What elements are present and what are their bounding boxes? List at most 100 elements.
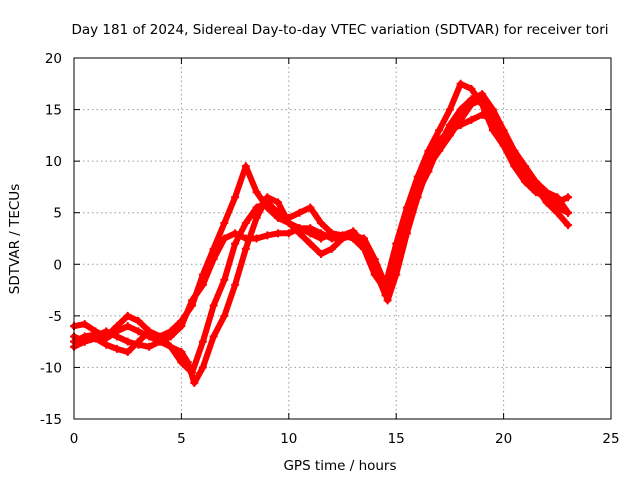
data-point: [488, 105, 497, 114]
y-tick-label: -15: [40, 412, 62, 428]
data-point: [274, 208, 283, 217]
x-tick-label: 10: [280, 431, 297, 447]
data-point: [145, 327, 154, 336]
data-point: [220, 275, 229, 284]
data-point: [177, 347, 186, 356]
data-point: [188, 296, 197, 305]
data-point: [209, 332, 218, 341]
data-point: [521, 167, 530, 176]
y-tick-label: -10: [40, 360, 62, 376]
data-point: [424, 157, 433, 166]
x-tick-label: 25: [602, 431, 619, 447]
data-point: [198, 280, 207, 289]
data-point: [488, 126, 497, 135]
data-point: [274, 229, 283, 238]
data-point: [198, 363, 207, 372]
data-point: [91, 332, 100, 341]
data-point: [478, 90, 487, 99]
data-point: [306, 203, 315, 212]
data-point: [112, 332, 121, 341]
data-point: [284, 229, 293, 238]
data-point: [564, 193, 573, 202]
data-point: [456, 79, 465, 88]
data-point: [231, 229, 240, 238]
data-point: [231, 280, 240, 289]
data-point: [123, 311, 132, 320]
data-point: [413, 182, 422, 191]
data-point: [317, 234, 326, 243]
data-point: [134, 340, 143, 349]
y-axis-label: SDTVAR / TECUs: [7, 184, 23, 294]
data-point: [274, 198, 283, 207]
data-point: [112, 322, 121, 331]
data-point: [349, 234, 358, 243]
data-point: [435, 136, 444, 145]
data-point: [252, 203, 261, 212]
data-point: [435, 126, 444, 135]
data-point: [241, 219, 250, 228]
data-point: [317, 249, 326, 258]
data-point: [531, 188, 540, 197]
data-point: [478, 110, 487, 119]
data-point: [102, 340, 111, 349]
data-point: [359, 244, 368, 253]
data-point: [542, 188, 551, 197]
data-point: [510, 162, 519, 171]
data-point: [564, 208, 573, 217]
data-point: [295, 224, 304, 233]
data-point: [467, 115, 476, 124]
y-tick-label: -5: [49, 309, 62, 325]
data-point: [531, 177, 540, 186]
data-point: [252, 234, 261, 243]
data-point: [252, 213, 261, 222]
data-point: [209, 255, 218, 264]
data-series: [70, 79, 573, 387]
axis-ticks: 0 5 10 15 20 25 -15 -10 -5 0 5 10 15 20: [40, 51, 620, 447]
data-point: [564, 221, 573, 230]
data-point: [499, 131, 508, 140]
y-tick-label: 20: [45, 51, 62, 67]
data-point: [241, 234, 250, 243]
data-point: [383, 296, 392, 305]
data-point: [467, 84, 476, 93]
data-point: [553, 193, 562, 202]
data-point: [198, 337, 207, 346]
x-tick-label: 5: [177, 431, 186, 447]
data-point: [338, 231, 347, 240]
data-point: [349, 227, 358, 236]
y-tick-label: 5: [53, 206, 62, 222]
data-point: [402, 213, 411, 222]
data-point: [317, 219, 326, 228]
data-point: [220, 234, 229, 243]
data-point: [306, 229, 315, 238]
data-point: [123, 337, 132, 346]
data-point: [220, 311, 229, 320]
data-point: [327, 229, 336, 238]
data-point: [134, 317, 143, 326]
y-tick-label: 15: [45, 103, 62, 119]
data-point: [177, 322, 186, 331]
data-point: [155, 337, 164, 346]
data-point: [456, 105, 465, 114]
data-point: [295, 208, 304, 217]
data-point: [231, 239, 240, 248]
data-point: [177, 358, 186, 367]
data-point: [252, 188, 261, 197]
x-tick-label: 0: [70, 431, 79, 447]
data-point: [134, 327, 143, 336]
data-point: [241, 162, 250, 171]
data-point: [510, 151, 519, 160]
data-point: [392, 249, 401, 258]
data-point: [241, 244, 250, 253]
data-point: [166, 342, 175, 351]
data-point: [381, 286, 390, 295]
data-point: [553, 203, 562, 212]
data-point: [306, 239, 315, 248]
y-tick-label: 10: [45, 154, 62, 170]
data-point: [370, 270, 379, 279]
data-point: [263, 198, 272, 207]
data-point: [327, 244, 336, 253]
data-point: [488, 115, 497, 124]
data-point: [521, 177, 530, 186]
